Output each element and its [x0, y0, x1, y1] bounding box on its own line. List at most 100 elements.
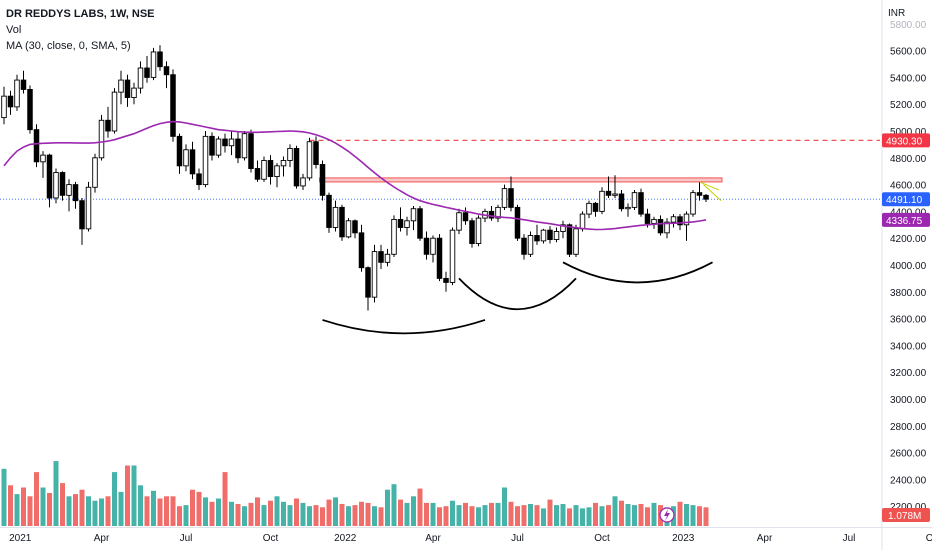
- lightning-bolt: [664, 509, 670, 521]
- candles: [1, 45, 709, 311]
- volume-bar: [118, 491, 124, 526]
- volume-indicator-label[interactable]: Vol: [6, 24, 22, 36]
- volume-bar: [203, 497, 208, 526]
- volume-bar: [261, 505, 267, 526]
- volume-bar: [378, 507, 384, 526]
- ma-line: [3, 120, 707, 231]
- candle-body: [293, 147, 300, 187]
- candle-body: [423, 237, 430, 255]
- time-tick-label: Oct: [926, 533, 932, 544]
- candle-body: [235, 138, 241, 159]
- volume-bar: [684, 504, 689, 526]
- volume-bar: [125, 465, 130, 526]
- candle-body: [540, 229, 547, 242]
- volume-bar: [502, 487, 507, 526]
- time-tick-label: Jul: [843, 533, 856, 544]
- volume-bar: [619, 500, 624, 526]
- volume-bar: [352, 505, 358, 526]
- ma-30-line: [3, 120, 707, 231]
- volume-bar: [450, 500, 455, 526]
- resistance-zone: [319, 177, 723, 183]
- volume-bar: [417, 488, 423, 526]
- last-price-tag: [882, 192, 930, 207]
- level-price-tag: [882, 133, 930, 148]
- time-tick-label: Jul: [511, 533, 524, 544]
- volume-bar: [190, 489, 195, 526]
- volume-bar: [411, 496, 416, 526]
- volume-bar: [463, 502, 468, 526]
- candle-body: [638, 192, 644, 215]
- volume-bar: [229, 501, 234, 526]
- price-tick-label: 5200.00: [890, 100, 927, 111]
- price-tick-label: 4200.00: [890, 234, 927, 245]
- volume-bar: [391, 484, 397, 526]
- candle-body: [85, 186, 92, 230]
- time-tick-label: Apr: [425, 533, 441, 544]
- volume-bar: [92, 500, 98, 526]
- candle-body: [664, 221, 670, 234]
- volume-bar: [599, 506, 605, 526]
- volume-bar: [528, 504, 533, 526]
- volume-bar: [60, 483, 65, 526]
- price-tick-label: 4000.00: [890, 261, 927, 272]
- candle-body: [98, 119, 105, 159]
- volume-bar: [300, 502, 306, 526]
- candle-body: [599, 190, 605, 212]
- candle-body: [469, 220, 475, 245]
- candle-body: [228, 138, 235, 147]
- annotations-back: [0, 139, 880, 200]
- candle-body: [124, 79, 131, 98]
- candle-body: [371, 251, 378, 298]
- candle-body: [131, 87, 137, 98]
- candle-body: [14, 79, 20, 108]
- volume-bar: [235, 504, 241, 526]
- candle-body: [430, 237, 436, 255]
- volume-bar: [170, 496, 176, 526]
- candle-body: [527, 235, 534, 255]
- candle-body: [670, 216, 677, 223]
- candle-body: [521, 237, 527, 255]
- volume-bar: [8, 485, 13, 526]
- price-tick-label: 4800.00: [890, 154, 927, 165]
- volume-bar: [333, 497, 338, 526]
- candle-body: [144, 67, 150, 78]
- volume-bar: [424, 502, 429, 526]
- candle-body: [625, 206, 631, 210]
- volume-bar: [697, 506, 702, 526]
- volume-bar: [196, 491, 202, 526]
- flag-marker: [699, 181, 722, 202]
- volume-bar: [216, 498, 221, 526]
- volume-bar: [593, 502, 598, 526]
- candle-body: [553, 231, 560, 240]
- candle-body: [677, 216, 683, 226]
- symbol-title[interactable]: DR REDDYS LABS, 1W, NSE: [6, 8, 155, 20]
- volume-bar: [268, 500, 273, 526]
- ma-indicator-label[interactable]: MA (30, close, 0, SMA, 5): [6, 40, 131, 52]
- volume-bar: [606, 505, 611, 526]
- volume-bar: [404, 502, 410, 526]
- candle-body: [449, 229, 456, 283]
- candle-body: [651, 218, 657, 224]
- volume-bar: [47, 493, 52, 526]
- candle-body: [696, 192, 703, 196]
- price-tick-label: 2800.00: [890, 422, 927, 433]
- time-tick-label: Apr: [94, 533, 110, 544]
- time-axis[interactable]: 2021 Apr Jul Oct 2022 Apr Jul Oct 2023 Apr Jul Oct: [0, 527, 932, 545]
- candle-body: [443, 277, 449, 283]
- candle-body: [605, 190, 612, 196]
- volume-bar: [222, 472, 228, 526]
- rounded-bottom-curve: [562, 261, 713, 284]
- candle-body: [631, 192, 638, 208]
- price-tick-label: 3400.00: [890, 341, 927, 352]
- candle-body: [72, 184, 79, 202]
- price-tick-label: 2200.00: [890, 502, 927, 513]
- volume-bar: [320, 507, 325, 526]
- candle-body: [690, 192, 696, 215]
- price-axis[interactable]: INR 2200.00 2400.00 2600.00 2800.00 3000.00 32…: [881, 0, 927, 550]
- volume-bar: [482, 505, 488, 526]
- candle-body: [280, 160, 287, 167]
- candle-body: [586, 202, 592, 215]
- candle-body: [287, 147, 293, 161]
- volume-bar: [326, 499, 332, 526]
